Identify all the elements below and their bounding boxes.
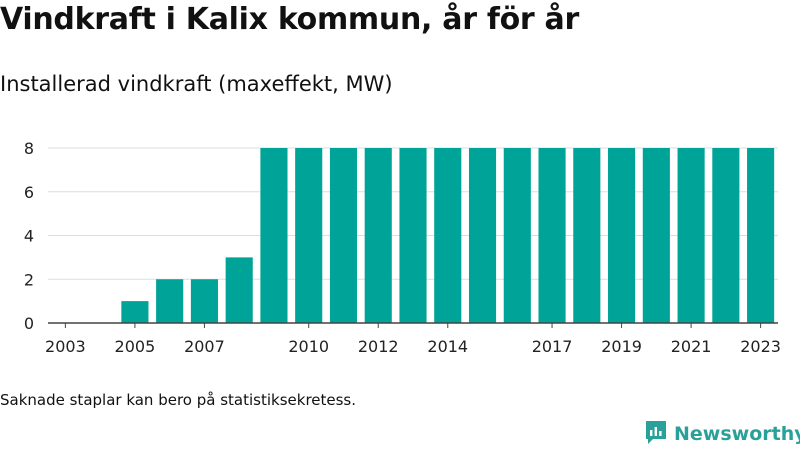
footnote: Saknade staplar kan bero på statistiksek… bbox=[0, 391, 357, 409]
bar bbox=[295, 148, 323, 323]
bar bbox=[573, 148, 601, 323]
x-tick-label: 2005 bbox=[115, 337, 156, 356]
bar-chart: 0 2 4 6 8 2003 2005 2007 2010 2012 2014 2017 2019 202… bbox=[24, 139, 781, 356]
bar bbox=[642, 148, 670, 323]
brand-logo[interactable]: Newsworthy bbox=[644, 419, 800, 449]
chart-title: Vindkraft i Kalix kommun, år för år bbox=[0, 2, 579, 37]
bar bbox=[399, 148, 427, 323]
y-tick-label: 6 bbox=[24, 183, 34, 202]
bar bbox=[260, 148, 288, 323]
bar bbox=[364, 148, 392, 323]
bar bbox=[747, 148, 775, 323]
x-tick-label: 2003 bbox=[45, 337, 86, 356]
brand-name: Newsworthy bbox=[674, 423, 800, 445]
bar bbox=[468, 148, 497, 323]
bar bbox=[225, 257, 253, 323]
y-tick-label: 0 bbox=[24, 314, 34, 333]
bar bbox=[190, 279, 218, 323]
y-tick-label: 4 bbox=[24, 227, 34, 246]
bar bbox=[503, 148, 531, 323]
bar bbox=[538, 148, 566, 323]
bar bbox=[712, 148, 740, 323]
x-tick-label: 2021 bbox=[671, 337, 712, 356]
x-tick-label: 2017 bbox=[532, 337, 573, 356]
x-tick-label: 2007 bbox=[184, 337, 225, 356]
bar bbox=[434, 148, 462, 323]
bar bbox=[608, 148, 636, 323]
bar bbox=[156, 279, 184, 323]
x-tick-label: 2010 bbox=[288, 337, 329, 356]
x-tick-label: 2014 bbox=[427, 337, 468, 356]
y-tick-label: 2 bbox=[24, 270, 34, 289]
y-tick-label: 8 bbox=[24, 139, 34, 158]
x-tick-label: 2019 bbox=[601, 337, 642, 356]
bar bbox=[329, 148, 358, 323]
bar bbox=[121, 301, 149, 323]
newsworthy-logo-icon bbox=[644, 419, 668, 449]
x-tick-label: 2023 bbox=[740, 337, 781, 356]
chart-subtitle: Installerad vindkraft (maxeffekt, MW) bbox=[0, 72, 393, 96]
x-tick-label: 2012 bbox=[358, 337, 399, 356]
bar bbox=[677, 148, 705, 323]
